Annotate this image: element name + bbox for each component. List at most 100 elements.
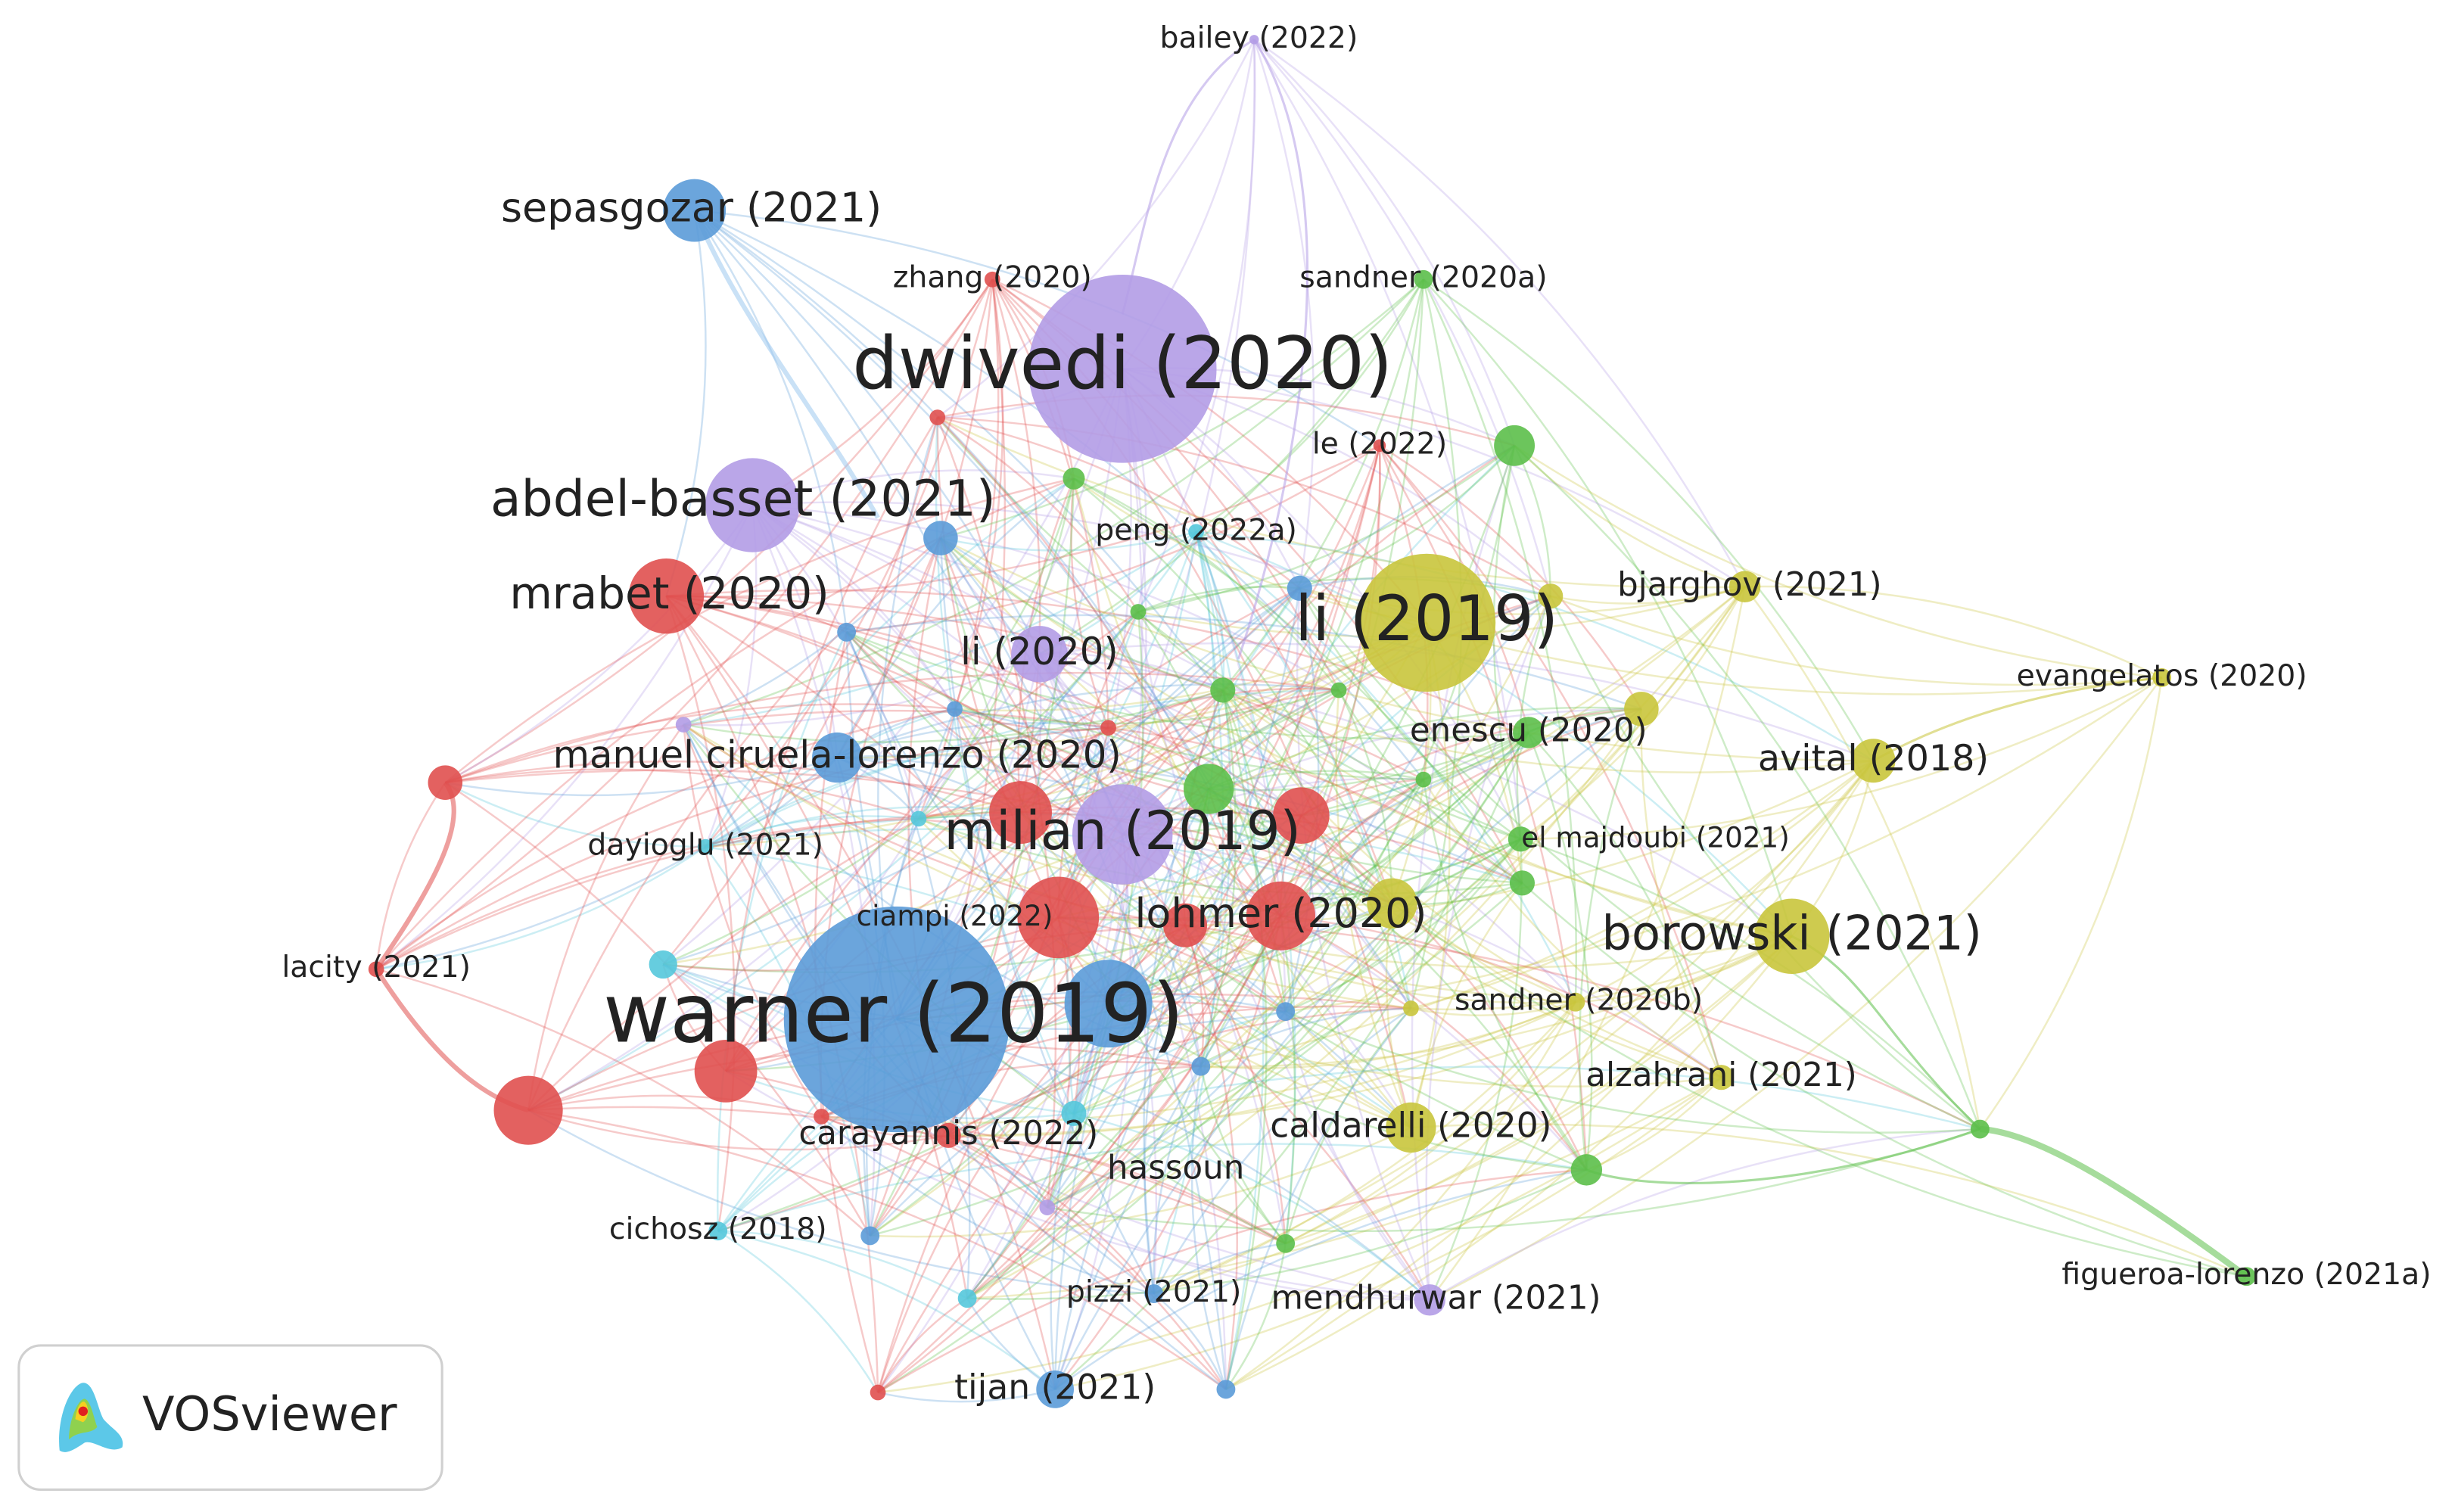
edge — [1578, 708, 1643, 1171]
edge — [683, 278, 1424, 726]
edge — [1057, 611, 1140, 918]
edge — [725, 611, 1139, 1072]
edge — [717, 1230, 879, 1393]
edge — [705, 828, 1392, 904]
edge — [1047, 1128, 1980, 1233]
edge — [967, 1076, 1722, 1299]
edge — [918, 817, 1523, 895]
node — [675, 717, 692, 733]
edge — [845, 631, 1209, 790]
edge — [528, 1106, 1287, 1245]
node — [628, 558, 705, 634]
edge — [1221, 278, 1425, 691]
edge — [937, 394, 1515, 447]
edge — [444, 709, 1109, 784]
node — [783, 906, 1010, 1133]
edge — [1379, 445, 1722, 1078]
edge — [705, 815, 919, 848]
node — [837, 622, 857, 642]
edge — [1137, 611, 1287, 1012]
edge — [1108, 1003, 1722, 1087]
edge — [705, 726, 1109, 848]
edge — [877, 1388, 1056, 1403]
edge — [375, 726, 1109, 970]
edge — [1200, 1001, 1576, 1069]
edge — [705, 478, 1075, 848]
edge — [991, 278, 1109, 728]
edge — [836, 722, 1109, 759]
edge — [1153, 760, 1875, 1295]
edge — [1137, 39, 1256, 612]
logo[interactable]: VOSviewer — [17, 1344, 443, 1492]
edge — [717, 915, 1282, 1232]
node — [2152, 667, 2172, 687]
edge — [717, 1230, 968, 1299]
edge — [918, 817, 1392, 907]
edge — [1411, 1123, 2247, 1277]
edge — [717, 1230, 1056, 1390]
node — [368, 961, 384, 978]
edge — [1073, 586, 1746, 1115]
node-label: borowski (2021) — [1602, 905, 1982, 960]
edge — [936, 417, 1059, 918]
edge — [1053, 814, 1302, 1390]
edge — [1520, 586, 1746, 840]
edge — [1107, 1003, 1587, 1171]
edge — [1521, 882, 2247, 1277]
node — [935, 1122, 961, 1148]
edge — [954, 279, 1004, 710]
edge — [375, 505, 754, 970]
edge — [954, 708, 1411, 1129]
edge — [1066, 611, 1140, 1114]
edge — [876, 1003, 1109, 1393]
edge — [1285, 838, 1522, 1013]
edge — [376, 846, 706, 970]
node — [493, 1075, 563, 1145]
edge — [1225, 1001, 1576, 1390]
edge — [1195, 530, 1577, 1003]
edge — [752, 504, 1523, 884]
edge — [694, 210, 1302, 817]
node-layer — [368, 35, 2256, 1408]
edge — [966, 1003, 1109, 1299]
edge — [1514, 444, 1981, 1130]
edge — [1425, 596, 1551, 1300]
node — [1183, 764, 1234, 814]
edge — [1585, 1128, 1980, 1184]
edge — [846, 614, 1642, 711]
edge — [1378, 445, 1588, 1170]
edge — [991, 278, 1041, 813]
edge — [1054, 1076, 1722, 1391]
node — [1061, 1100, 1087, 1126]
edge — [1285, 1010, 1980, 1134]
edge — [1199, 1066, 1287, 1245]
edge — [1285, 586, 1746, 1013]
edge — [1153, 935, 1793, 1295]
edge — [937, 39, 1256, 418]
edge — [821, 1115, 1227, 1390]
edge — [937, 416, 1139, 613]
edge — [444, 703, 955, 784]
edge — [1038, 653, 1412, 1010]
logo-text[interactable]: VOSviewer — [142, 1386, 397, 1442]
edge — [683, 723, 1186, 926]
node-label: avital (2018) — [1758, 738, 1989, 779]
node — [1276, 1234, 1296, 1253]
edge — [1153, 1293, 1228, 1390]
node — [1414, 1284, 1445, 1316]
edge — [1411, 935, 1793, 1011]
edge — [1047, 586, 1746, 1209]
edge — [1338, 689, 1523, 884]
node — [1072, 784, 1173, 885]
edge — [683, 689, 1224, 743]
edge — [751, 504, 1109, 729]
edge — [1385, 903, 1412, 1128]
edge — [1137, 611, 1431, 1301]
logo-box[interactable] — [17, 1344, 443, 1492]
edge — [846, 631, 1424, 781]
edge — [1208, 445, 1381, 790]
edge — [1224, 1007, 1412, 1390]
node — [428, 765, 463, 801]
edge — [954, 708, 1393, 904]
node — [1415, 771, 1432, 788]
